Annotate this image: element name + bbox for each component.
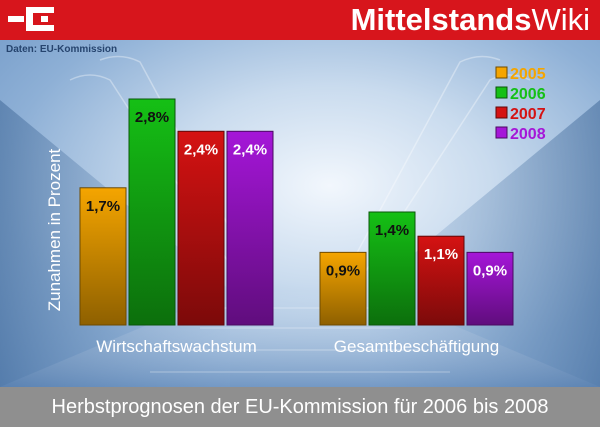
legend-swatch-2007 [495, 106, 508, 119]
bar-2008-0 [226, 130, 274, 326]
bar-group [79, 98, 514, 326]
data-label-2005-0: 1,7% [86, 198, 120, 215]
header-bar: MittelstandsWiki [0, 0, 600, 40]
bar-2007-1 [417, 235, 465, 326]
legend-swatch-2008 [495, 126, 508, 139]
category-label-1: Gesamtbeschäftigung [334, 337, 499, 356]
category-label-0: Wirtschaftswachstum [96, 337, 257, 356]
bar-2007-0 [177, 130, 225, 326]
data-label-2005-1: 0,9% [326, 262, 360, 279]
value-label-group: 1,7% 2,8% 2,4% 2,4% 0,9% 1,4% 1,1% 0,9% [86, 109, 507, 279]
bar-2006-1 [368, 211, 416, 326]
legend-label-2008: 2008 [510, 126, 546, 143]
y-axis-label: Zunahmen in Prozent [45, 148, 64, 311]
bar-2005-0 [79, 187, 127, 326]
brand-title-bold: Mittelstands [350, 2, 532, 37]
legend-label-2006: 2006 [510, 86, 546, 103]
chart-panel: Daten: EU-Kommission 1,7% 2,8% 2,4% 2,4% 0,9… [0, 40, 600, 387]
data-label-2007-0: 2,4% [184, 141, 218, 158]
bar-2005-1 [319, 251, 367, 326]
brand-title: MittelstandsWiki [351, 3, 590, 37]
data-label-2007-1: 1,1% [424, 246, 458, 263]
data-label-2006-1: 1,4% [375, 222, 409, 239]
data-label-2008-0: 2,4% [233, 141, 267, 158]
legend-label-2007: 2007 [510, 106, 546, 123]
footer-bar: Herbstprognosen der EU-Kommission für 20… [0, 387, 600, 427]
data-label-2006-0: 2,8% [135, 109, 169, 126]
data-source-note: Daten: EU-Kommission [6, 44, 118, 55]
mittelstandswiki-logo-icon [8, 7, 54, 31]
bar-2008-1 [466, 251, 514, 326]
data-label-2008-1: 0,9% [473, 262, 507, 279]
legend-label-2005: 2005 [510, 66, 546, 83]
legend-swatch-2006 [495, 86, 508, 99]
brand-title-light: Wiki [531, 2, 590, 37]
legend-swatch-2005 [495, 66, 508, 79]
category-label-group: Wirtschaftswachstum Gesamtbeschäftigung [96, 337, 499, 356]
footer-caption: Herbstprognosen der EU-Kommission für 20… [51, 396, 549, 418]
bar-chart: 1,7% 2,8% 2,4% 2,4% 0,9% 1,4% 1,1% 0,9% Wirtsch… [45, 66, 546, 356]
chart-legend: 2005 2006 2007 2008 [495, 66, 546, 143]
bar-2006-0 [128, 98, 176, 326]
